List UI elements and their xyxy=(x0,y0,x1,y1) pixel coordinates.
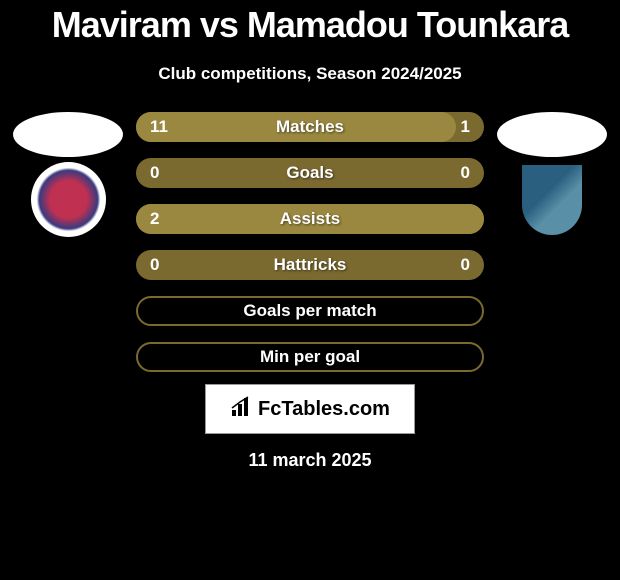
stat-label: Hattricks xyxy=(274,255,347,275)
main-area: 11 Matches 1 0 Goals 0 2 Assists 0 Hattr… xyxy=(0,112,620,372)
stat-row-assists: 2 Assists xyxy=(136,204,484,234)
stat-label: Matches xyxy=(276,117,344,137)
container: Maviram vs Mamadou Tounkara Club competi… xyxy=(0,0,620,580)
stat-value-left: 0 xyxy=(150,255,159,275)
logo-text: FcTables.com xyxy=(258,398,390,421)
player-left-column xyxy=(8,112,128,372)
player-right-silhouette xyxy=(497,112,607,157)
club-badge-left xyxy=(26,157,111,242)
page-title: Maviram vs Mamadou Tounkara xyxy=(0,0,620,46)
stat-row-matches: 11 Matches 1 xyxy=(136,112,484,142)
stat-row-goals: 0 Goals 0 xyxy=(136,158,484,188)
stat-label: Assists xyxy=(280,209,340,229)
stat-value-right: 1 xyxy=(461,117,470,137)
date-text: 11 march 2025 xyxy=(0,450,620,471)
player-left-silhouette xyxy=(13,112,123,157)
stat-row-hattricks: 0 Hattricks 0 xyxy=(136,250,484,280)
club-badge-right xyxy=(510,157,595,242)
stat-label: Goals xyxy=(286,163,333,183)
fctables-logo[interactable]: FcTables.com xyxy=(205,384,415,434)
stat-row-goals-per-match: Goals per match xyxy=(136,296,484,326)
player-right-column xyxy=(492,112,612,372)
chart-icon xyxy=(230,396,252,423)
subtitle: Club competitions, Season 2024/2025 xyxy=(0,64,620,84)
stat-value-right: 0 xyxy=(461,163,470,183)
stat-value-left: 2 xyxy=(150,209,159,229)
stat-value-left: 11 xyxy=(150,117,168,137)
stat-row-min-per-goal: Min per goal xyxy=(136,342,484,372)
stat-label: Min per goal xyxy=(260,347,360,367)
stat-label: Goals per match xyxy=(243,301,376,321)
stat-value-left: 0 xyxy=(150,163,159,183)
stats-column: 11 Matches 1 0 Goals 0 2 Assists 0 Hattr… xyxy=(128,112,492,372)
stat-value-right: 0 xyxy=(461,255,470,275)
